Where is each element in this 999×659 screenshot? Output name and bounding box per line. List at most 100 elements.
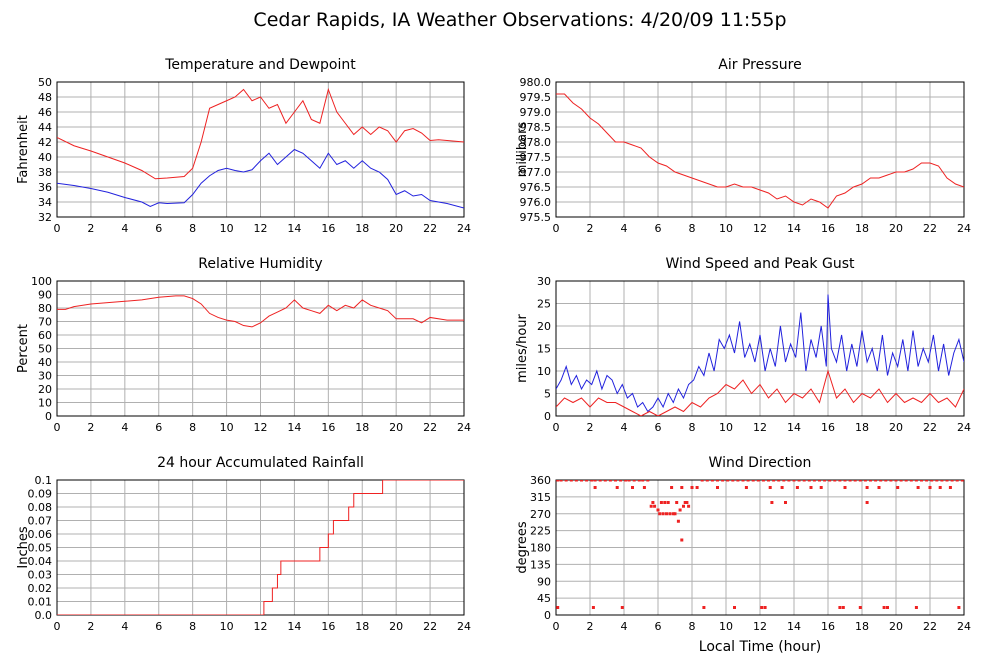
x-tick-label: 24 bbox=[457, 421, 471, 434]
y-tick-label: 980.0 bbox=[520, 76, 552, 89]
data-point bbox=[620, 606, 624, 609]
y-tick-label: 90 bbox=[537, 575, 551, 588]
data-point bbox=[663, 501, 667, 504]
data-point bbox=[736, 480, 740, 482]
y-tick-label: 0 bbox=[544, 410, 551, 423]
y-tick-label: 0 bbox=[544, 609, 551, 622]
series-line bbox=[57, 480, 464, 615]
y-tick-label: 976.5 bbox=[520, 181, 552, 194]
plot-frame bbox=[555, 81, 965, 218]
y-tick-label: 360 bbox=[530, 474, 551, 487]
data-point bbox=[858, 606, 862, 609]
data-point bbox=[690, 486, 694, 489]
data-point bbox=[733, 606, 736, 609]
data-point bbox=[608, 480, 612, 482]
data-point bbox=[658, 512, 662, 516]
data-point bbox=[731, 480, 735, 482]
data-point bbox=[935, 480, 939, 482]
y-tick-label: 976.0 bbox=[520, 196, 552, 209]
data-point bbox=[556, 606, 560, 609]
data-point bbox=[675, 501, 679, 504]
y-tick-label: 42 bbox=[38, 136, 52, 149]
data-point bbox=[651, 501, 655, 504]
data-point bbox=[843, 480, 847, 482]
data-point bbox=[863, 480, 867, 482]
data-point bbox=[556, 480, 560, 482]
data-point bbox=[627, 480, 631, 482]
data-point bbox=[894, 480, 898, 482]
data-point bbox=[716, 480, 719, 482]
data-point bbox=[909, 480, 913, 482]
y-tick-label: 977.0 bbox=[520, 166, 552, 179]
y-tick-label: 225 bbox=[530, 525, 551, 538]
y-axis-label: degrees bbox=[515, 521, 530, 574]
data-point bbox=[960, 480, 964, 482]
data-point bbox=[858, 480, 862, 482]
data-point bbox=[668, 512, 672, 516]
data-point bbox=[593, 486, 597, 489]
data-point bbox=[797, 480, 801, 482]
data-point bbox=[593, 480, 597, 482]
x-tick-label: 12 bbox=[254, 620, 268, 633]
data-point bbox=[682, 504, 685, 508]
x-tick-label: 0 bbox=[54, 620, 61, 633]
data-point bbox=[838, 606, 842, 609]
data-point bbox=[843, 486, 847, 489]
y-tick-label: 0.08 bbox=[28, 501, 53, 514]
data-point bbox=[841, 606, 845, 609]
data-point bbox=[580, 480, 583, 482]
data-point bbox=[896, 486, 900, 489]
data-point bbox=[685, 501, 689, 504]
plot-frame bbox=[555, 280, 965, 417]
data-point bbox=[925, 480, 929, 482]
data-point bbox=[632, 480, 636, 482]
y-tick-label: 0.03 bbox=[28, 569, 53, 582]
y-axis-label: Inches bbox=[16, 526, 31, 568]
y-tick-label: 978.5 bbox=[520, 121, 552, 134]
x-tick-label: 16 bbox=[321, 222, 335, 235]
x-tick-label: 14 bbox=[287, 620, 301, 633]
x-tick-label: 6 bbox=[655, 421, 662, 434]
y-tick-label: 0.09 bbox=[28, 488, 53, 501]
x-tick-label: 4 bbox=[621, 421, 628, 434]
x-tick-label: 16 bbox=[821, 421, 835, 434]
y-tick-label: 0 bbox=[45, 410, 52, 423]
y-tick-label: 10 bbox=[38, 397, 52, 410]
data-point bbox=[914, 480, 918, 482]
y-tick-label: 979.0 bbox=[520, 106, 552, 119]
x-tick-label: 6 bbox=[155, 620, 162, 633]
data-point bbox=[920, 480, 923, 482]
data-point bbox=[619, 480, 623, 482]
data-point bbox=[680, 486, 684, 489]
data-point bbox=[705, 480, 709, 482]
data-point bbox=[853, 480, 857, 482]
data-point bbox=[828, 480, 832, 482]
x-tick-label: 14 bbox=[787, 620, 801, 633]
y-tick-label: 48 bbox=[38, 91, 52, 104]
data-point bbox=[661, 512, 665, 516]
data-point bbox=[574, 480, 578, 482]
y-tick-label: 90 bbox=[38, 289, 52, 302]
data-point bbox=[678, 508, 682, 512]
data-point bbox=[702, 606, 706, 609]
data-point bbox=[659, 501, 663, 504]
series-line bbox=[556, 294, 964, 413]
x-tick-label: 12 bbox=[753, 620, 767, 633]
x-tick-label: 22 bbox=[923, 620, 937, 633]
data-point bbox=[938, 486, 942, 489]
x-tick-label: 24 bbox=[957, 222, 971, 235]
y-tick-label: 30 bbox=[38, 370, 52, 383]
data-point bbox=[819, 486, 823, 489]
data-point bbox=[833, 480, 837, 482]
x-tick-label: 20 bbox=[389, 421, 403, 434]
data-point bbox=[631, 486, 634, 489]
x-tick-label: 8 bbox=[189, 222, 196, 235]
data-point bbox=[746, 480, 750, 482]
y-tick-label: 0.06 bbox=[28, 528, 53, 541]
x-tick-label: 14 bbox=[287, 222, 301, 235]
data-point bbox=[585, 480, 589, 482]
x-tick-label: 16 bbox=[821, 620, 835, 633]
x-tick-label: 8 bbox=[689, 620, 696, 633]
